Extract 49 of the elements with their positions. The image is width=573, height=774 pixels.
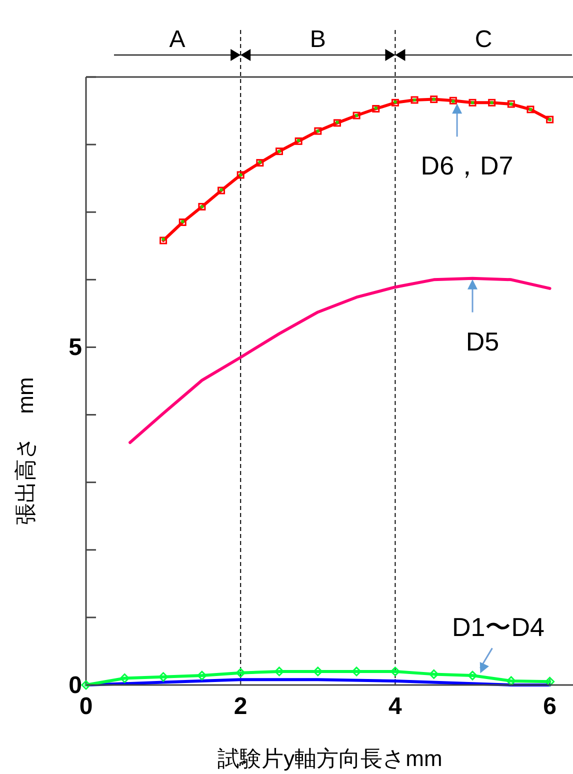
- annotation: D6，D7: [420, 104, 514, 181]
- point: [274, 666, 284, 676]
- point: [429, 669, 439, 679]
- annotation: B: [240, 26, 396, 61]
- annotation: D6，D7: [420, 150, 514, 181]
- point: [430, 96, 438, 104]
- point: [526, 106, 534, 114]
- point: [81, 680, 91, 690]
- point: [390, 666, 400, 676]
- y-tick-label: 5: [68, 334, 82, 362]
- x-tick-label: 6: [543, 693, 556, 720]
- point: [236, 668, 246, 678]
- point: [178, 218, 186, 226]
- annotation: D5: [466, 279, 500, 356]
- point: [197, 670, 207, 680]
- point: [545, 676, 555, 686]
- point: [449, 96, 457, 104]
- point: [506, 676, 516, 686]
- point: [546, 116, 554, 124]
- point: [333, 119, 341, 127]
- point: [468, 98, 476, 106]
- point: [352, 666, 362, 676]
- point: [391, 98, 399, 106]
- point: [256, 159, 264, 167]
- annotation: D1〜D4: [452, 612, 544, 674]
- point: [218, 186, 226, 194]
- point: [198, 202, 206, 210]
- point: [276, 148, 284, 156]
- y-axis-title: 張出高さ mm: [13, 377, 38, 525]
- point: [120, 673, 130, 683]
- annotation: A: [114, 26, 242, 61]
- point: [468, 670, 478, 680]
- point: [294, 137, 302, 145]
- x-tick-label: 4: [388, 693, 403, 720]
- point: [160, 236, 168, 244]
- annotation: D5: [466, 326, 500, 356]
- point: [314, 127, 322, 135]
- x-tick-label: 2: [234, 693, 248, 720]
- point: [313, 666, 323, 676]
- point: [507, 100, 515, 108]
- annotation: D1〜D4: [452, 612, 544, 642]
- point: [488, 98, 496, 106]
- x-axis-title: 試験片y軸方向長さmm: [218, 746, 442, 771]
- point: [352, 112, 360, 120]
- point: [158, 672, 168, 682]
- point: [410, 96, 418, 104]
- point: [236, 171, 244, 179]
- annotation: C: [394, 26, 572, 61]
- point: [372, 105, 380, 112]
